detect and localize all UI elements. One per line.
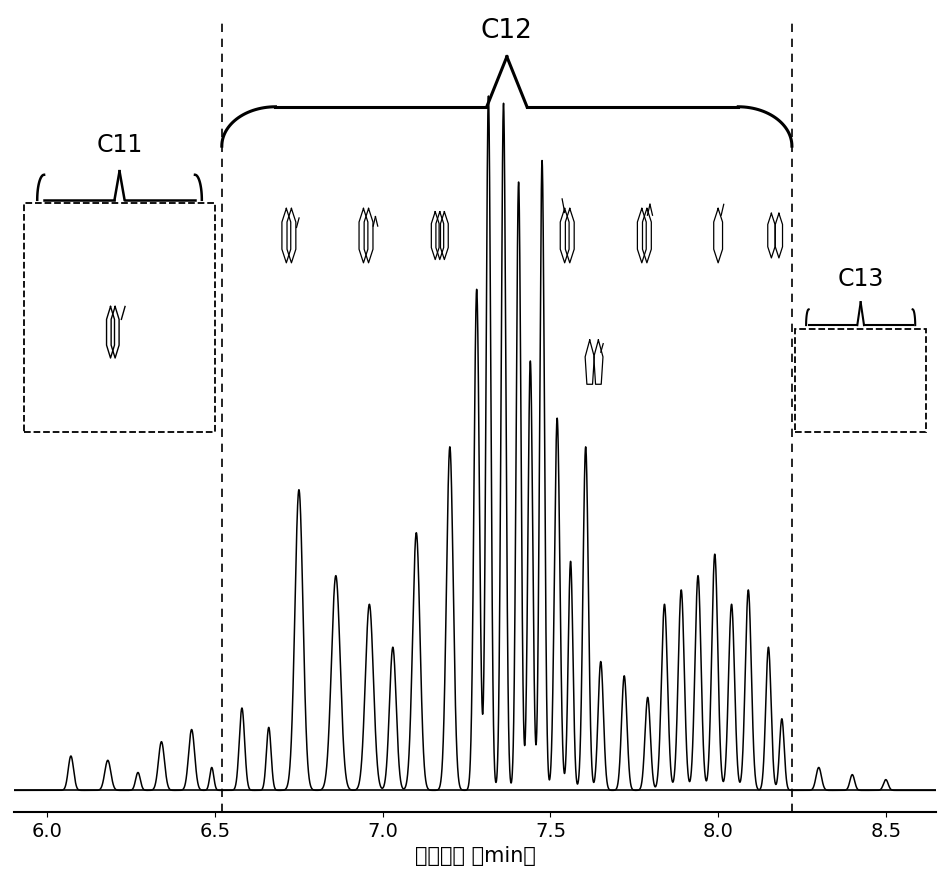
Bar [24, 203, 215, 432]
X-axis label: 保留时间 （min）: 保留时间 （min） [414, 846, 536, 866]
Text: C11: C11 [96, 133, 142, 157]
Text: C13: C13 [838, 267, 884, 290]
Text: C12: C12 [481, 18, 533, 44]
Bar [795, 328, 926, 432]
